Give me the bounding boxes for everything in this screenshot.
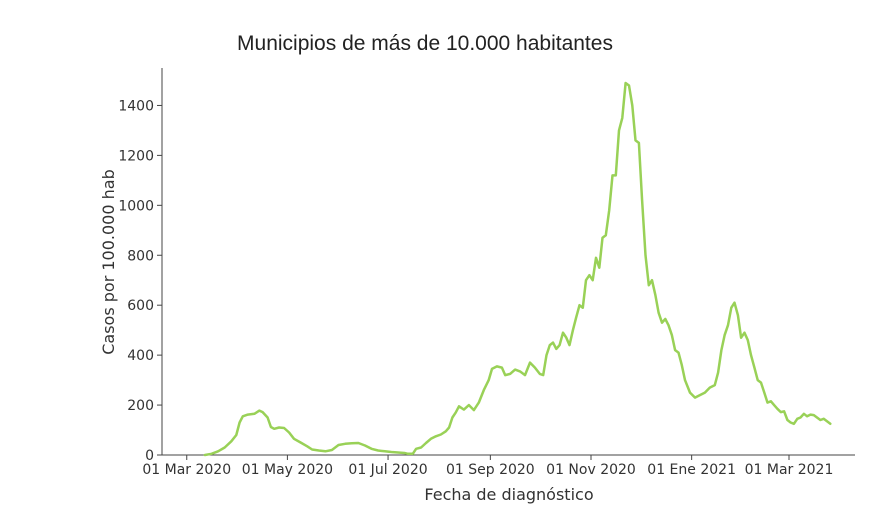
y-tick-labels: 0 200 400 600 800 1000 1200 1400: [118, 98, 162, 464]
y-tick-label: 400: [127, 348, 154, 364]
x-tick-label: 01 Mar 2021: [745, 462, 834, 478]
y-axis-label: Casos por 100.000 hab: [99, 169, 118, 354]
x-tick-label: 01 Sep 2020: [446, 462, 535, 478]
y-tick-label: 600: [127, 298, 154, 314]
x-tick-label: 01 Ene 2021: [647, 462, 736, 478]
y-tick-label: 1000: [118, 198, 154, 214]
x-axis-label: Fecha de diagnóstico: [424, 485, 593, 504]
x-tick-label: 01 May 2020: [242, 462, 333, 478]
series-line: [203, 81, 832, 457]
y-tick-label: 0: [145, 448, 154, 464]
x-tick-labels: 01 Mar 2020 01 May 2020 01 Jul 2020 01 Sep …: [142, 455, 833, 478]
x-tick-label: 01 Mar 2020: [142, 462, 231, 478]
y-tick-label: 1400: [118, 98, 154, 114]
y-tick-label: 1200: [118, 148, 154, 164]
y-tick-label: 800: [127, 248, 154, 264]
y-tick-label: 200: [127, 398, 154, 414]
x-tick-label: 01 Nov 2020: [546, 462, 636, 478]
x-tick-label: 01 Jul 2020: [348, 462, 427, 478]
chart-title: Municipios de más de 10.000 habitantes: [237, 32, 613, 55]
